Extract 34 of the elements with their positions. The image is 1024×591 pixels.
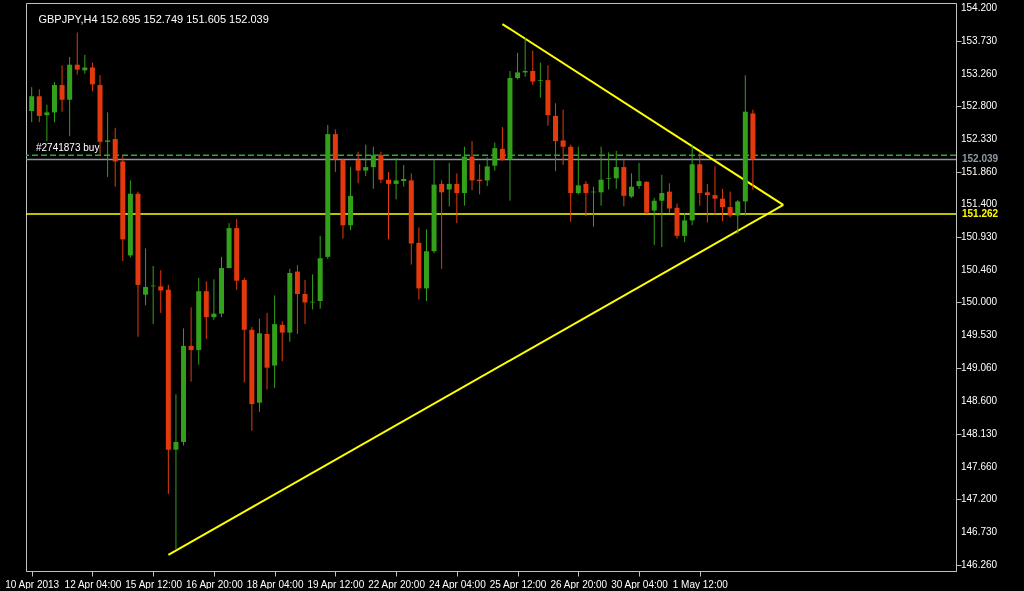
- y-tick-label: 151.400: [961, 198, 998, 210]
- y-tick-label: 148.600: [961, 394, 998, 406]
- x-tick-label: 12 Apr 04:00: [64, 578, 122, 590]
- y-tick-label: 146.730: [961, 525, 998, 537]
- y-tick-label: 152.330: [961, 133, 998, 145]
- x-tick-label: 26 Apr 20:00: [550, 578, 608, 590]
- y-tick-label: 153.260: [961, 67, 998, 79]
- y-tick-label: 147.200: [961, 492, 998, 504]
- y-tick-label: 152.800: [961, 100, 998, 112]
- y-tick-label: 151.860: [961, 166, 998, 177]
- x-tick-label: 10 Apr 2013: [5, 578, 60, 590]
- y-tick-label: 147.660: [961, 460, 998, 472]
- x-tick-label: 1 May 12:00: [672, 578, 729, 590]
- y-tick-label: 148.130: [961, 427, 998, 439]
- text: GBPJPY,H4 152.695 152.749 151.605 152.039: [38, 12, 269, 25]
- x-tick-label: 19 Apr 12:00: [307, 578, 365, 590]
- y-tick-label: 149.060: [961, 362, 998, 374]
- ref-line-label: #2741873 buy: [36, 142, 100, 154]
- ref-line-label: 151.262: [962, 207, 999, 219]
- x-tick-label: 16 Apr 20:00: [186, 578, 244, 590]
- y-tick-label: 150.930: [961, 231, 998, 243]
- y-tick-label: 154.200: [961, 1, 998, 13]
- y-tick-label: 150.000: [961, 296, 998, 308]
- x-tick-label: 18 Apr 04:00: [246, 578, 304, 590]
- y-tick-label: 146.260: [961, 558, 998, 570]
- x-tick-label: 30 Apr 04:00: [611, 578, 669, 590]
- y-tick-label: 153.730: [961, 34, 998, 46]
- x-tick-label: 22 Apr 20:00: [368, 578, 426, 590]
- x-tick-label: 24 Apr 04:00: [428, 578, 487, 590]
- y-tick-label: 150.460: [961, 264, 998, 276]
- x-tick-label: 15 Apr 12:00: [125, 578, 183, 590]
- ref-line-label: 152.039: [962, 153, 999, 165]
- y-tick-label: 149.530: [961, 329, 998, 341]
- x-tick-label: 25 Apr 12:00: [489, 578, 547, 590]
